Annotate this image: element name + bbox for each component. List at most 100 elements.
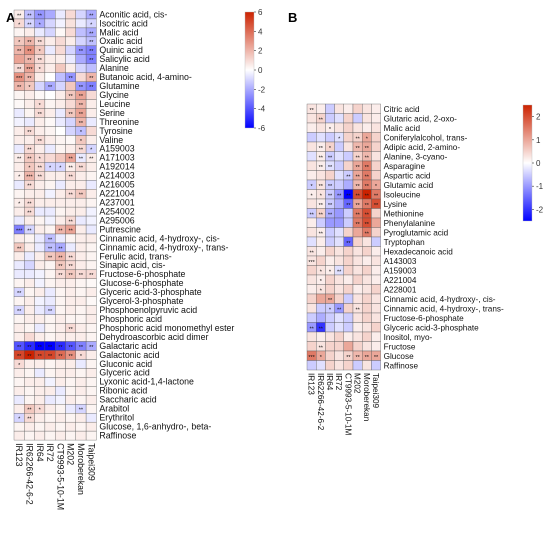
- significance-mark: *: [39, 408, 42, 414]
- heatmap-cell: [44, 332, 56, 342]
- heatmap-cell: [44, 404, 56, 414]
- heatmap-cell: [65, 430, 76, 441]
- significance-mark: **: [69, 255, 74, 261]
- heatmap-cell: [85, 278, 97, 288]
- significance-mark: **: [328, 193, 333, 199]
- heatmap-cell: [65, 36, 76, 47]
- heatmap-cell: [44, 54, 56, 64]
- significance-mark: ***: [308, 355, 315, 361]
- significance-mark: *: [320, 355, 323, 361]
- row-label: Galactaric acid: [99, 341, 157, 351]
- heatmap-cell: [65, 242, 76, 253]
- heatmap-cell: [371, 151, 381, 162]
- row-label: Erythritol: [99, 413, 134, 423]
- heatmap-cell: [325, 341, 335, 352]
- significance-mark: **: [309, 250, 314, 256]
- row-label: Glucose: [384, 352, 414, 361]
- significance-mark: **: [346, 203, 351, 209]
- heatmap-cell: [325, 170, 335, 181]
- heatmap-cell: [44, 421, 56, 432]
- heatmap-cell: [44, 27, 56, 38]
- row-label: A254002: [99, 206, 134, 216]
- significance-mark: *: [49, 166, 52, 172]
- heatmap-cell: [334, 170, 344, 181]
- significance-mark: *: [80, 139, 83, 145]
- heatmap-cell: [34, 27, 46, 38]
- heatmap-cell: [55, 27, 66, 38]
- column-label: IR64: [325, 373, 334, 391]
- heatmap-cell: [352, 122, 363, 133]
- row-label: Glucose-6-phosphate: [99, 278, 183, 288]
- heatmap-cell: [75, 323, 87, 333]
- significance-mark: *: [375, 184, 378, 190]
- significance-mark: **: [355, 222, 360, 228]
- colorbar-tick-label: 0: [258, 66, 263, 75]
- significance-mark: **: [17, 246, 22, 252]
- significance-mark: *: [329, 146, 332, 152]
- heatmap-cell: [44, 135, 56, 145]
- significance-mark: **: [27, 354, 32, 360]
- colorbar-tick-label: -6: [258, 124, 266, 133]
- heatmap-cell: [55, 296, 66, 306]
- heatmap-cell: [65, 233, 76, 244]
- significance-mark: **: [58, 354, 63, 360]
- heatmap-cell: [34, 332, 46, 342]
- heatmap-cell: [334, 141, 344, 152]
- significance-mark: **: [374, 203, 379, 209]
- heatmap-cell: [352, 103, 363, 114]
- heatmap-cell: [34, 395, 46, 405]
- heatmap-cell: [371, 265, 381, 276]
- heatmap-cell: [85, 171, 97, 181]
- heatmap-cell: [55, 206, 66, 217]
- heatmap-cell: [352, 255, 363, 266]
- heatmap-cell: [306, 284, 317, 295]
- column-label: IR64: [35, 443, 45, 462]
- heatmap-cell: [334, 293, 344, 304]
- significance-mark: **: [79, 103, 84, 109]
- heatmap-cell: [13, 27, 25, 38]
- heatmap-cell: [13, 260, 25, 271]
- row-label: Fructose-6-phosphate: [384, 314, 465, 323]
- heatmap-cell: [55, 421, 66, 432]
- heatmap-cell: [334, 160, 344, 171]
- heatmap-cell: [13, 135, 25, 145]
- heatmap-cell: [371, 293, 381, 304]
- significance-mark: **: [58, 273, 63, 279]
- heatmap-cell: [343, 284, 354, 295]
- row-label: Fructose: [384, 342, 416, 351]
- heatmap-cell: [75, 359, 87, 369]
- heatmap-cell: [343, 341, 354, 352]
- significance-mark: **: [69, 345, 74, 351]
- significance-mark: *: [366, 136, 369, 142]
- heatmap-cell: [34, 296, 46, 306]
- row-label: Glutamine: [99, 81, 139, 91]
- significance-mark: *: [311, 184, 314, 190]
- heatmap-cell: [352, 360, 363, 371]
- significance-mark: **: [38, 175, 43, 181]
- heatmap-cell: [55, 278, 66, 288]
- heatmap-cell: [306, 217, 317, 228]
- row-label: Dehydroascorbic acid dimer: [99, 332, 208, 342]
- heatmap-cell: [55, 90, 66, 100]
- heatmap-cell: [44, 296, 56, 306]
- row-label: Alanine: [99, 63, 128, 73]
- heatmap-cell: [65, 305, 76, 315]
- heatmap-cell: [343, 322, 354, 333]
- row-label: Lysine: [384, 200, 408, 209]
- heatmap-cell: [55, 314, 66, 324]
- heatmap-cell: [371, 113, 381, 124]
- significance-mark: **: [365, 165, 370, 171]
- row-label: Putrescine: [99, 224, 141, 234]
- heatmap-cell: [44, 260, 56, 271]
- heatmap-cell: [24, 287, 35, 297]
- heatmap-cell: [306, 265, 317, 276]
- significance-mark: **: [69, 157, 74, 163]
- heatmap-cell: [44, 144, 56, 154]
- heatmap-cell: [343, 141, 354, 152]
- heatmap-cell: [343, 265, 354, 276]
- significance-mark: **: [17, 309, 22, 315]
- heatmap-cell: [306, 303, 317, 314]
- heatmap-cell: [44, 377, 56, 387]
- heatmap-cell: [85, 359, 97, 369]
- heatmap-cell: [65, 413, 76, 423]
